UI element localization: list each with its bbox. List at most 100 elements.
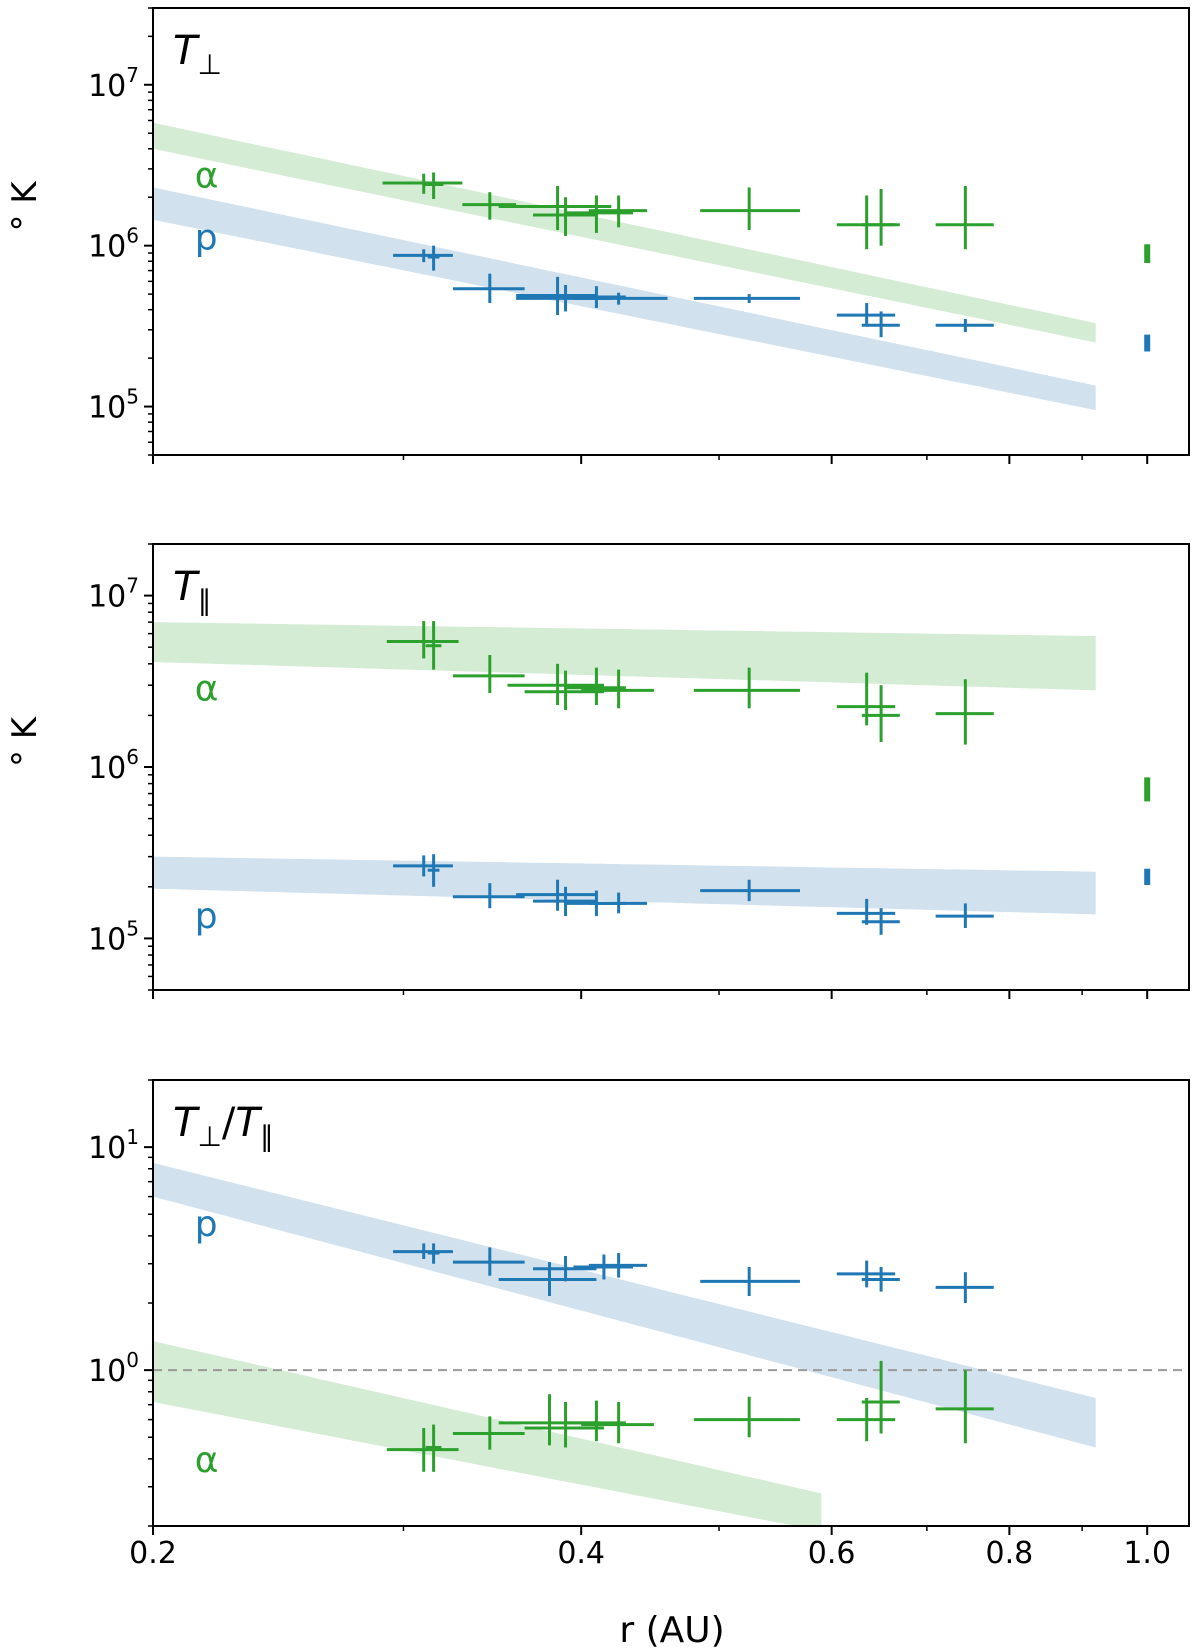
x-tick-label: 0.2 <box>129 1536 177 1571</box>
tick-exponent: 7 <box>126 574 139 598</box>
data-point <box>452 1247 525 1276</box>
data-point <box>935 319 994 333</box>
data-point <box>935 185 994 250</box>
title-base-2: T <box>235 1100 263 1146</box>
series-p <box>393 1243 994 1303</box>
alpha-band <box>153 122 1096 343</box>
tick-base: 10 <box>88 751 126 786</box>
title-base: T <box>173 28 201 74</box>
data-point <box>423 172 444 200</box>
tick-exponent: 6 <box>126 745 139 769</box>
data-point <box>861 908 900 935</box>
species-label-alpha: α <box>195 668 219 709</box>
series-alpha <box>386 621 1151 802</box>
data-point <box>693 667 800 709</box>
title-subscript: ⊥ <box>197 48 221 81</box>
data-point <box>565 195 633 233</box>
species-label-p: p <box>195 1204 218 1245</box>
p-band <box>153 1162 1096 1448</box>
data-point <box>693 1396 800 1438</box>
plot-area <box>153 1162 1189 1526</box>
x-tick-label: 0.4 <box>557 1536 605 1571</box>
y-tick-label: 106 <box>88 745 139 786</box>
tick-exponent: 7 <box>126 63 139 87</box>
species-label-alpha: α <box>195 1440 219 1481</box>
data-point <box>700 1267 800 1296</box>
data-point <box>836 303 896 326</box>
tick-base: 10 <box>88 230 126 265</box>
y-axis-label: ° K <box>5 715 45 767</box>
data-point <box>452 1416 525 1450</box>
data-point <box>861 685 900 742</box>
data-point <box>861 1267 900 1292</box>
data-point <box>935 1272 994 1303</box>
data-point <box>861 189 900 246</box>
data-point <box>452 273 525 304</box>
series-p <box>393 854 1151 935</box>
x-tick-label: 0.6 <box>808 1536 856 1571</box>
tick-base: 10 <box>88 922 126 957</box>
y-tick-label: 105 <box>88 916 139 957</box>
panel-title: T⊥/T∥ <box>173 1100 274 1153</box>
axes-frame <box>152 543 1190 991</box>
data-point <box>452 655 525 694</box>
data-point <box>581 1401 654 1444</box>
data-point <box>573 292 668 305</box>
tick-exponent: 6 <box>126 224 139 248</box>
data-point <box>498 185 612 231</box>
x-axis-label: r (AU) <box>619 1610 724 1651</box>
x-tick-label: 1.0 <box>1123 1536 1171 1571</box>
data-point <box>581 669 654 709</box>
species-label-alpha: α <box>195 155 219 196</box>
y-tick-label: 100 <box>88 1348 139 1389</box>
data-point <box>524 1401 604 1448</box>
data-point <box>700 187 800 231</box>
title-base: T <box>173 1100 201 1146</box>
data-point <box>533 886 597 917</box>
data-point <box>565 667 626 705</box>
y-tick-label: 107 <box>88 574 139 615</box>
data-point <box>533 1255 597 1282</box>
data-point <box>935 679 994 745</box>
data-point <box>588 892 648 914</box>
species-label-p: p <box>195 217 218 258</box>
plot-area <box>153 122 1151 411</box>
data-point <box>425 621 442 670</box>
y-axis-label: ° K <box>5 180 45 232</box>
tick-base: 10 <box>88 580 126 615</box>
tick-base: 10 <box>88 391 126 426</box>
data-point <box>516 879 597 911</box>
data-point <box>588 195 648 228</box>
y-tick-label: 105 <box>88 385 139 426</box>
data-point <box>427 854 440 887</box>
panel-title: T⊥ <box>173 28 222 81</box>
plot-area <box>153 621 1151 935</box>
title-subscript-2: ∥ <box>260 1120 274 1153</box>
panel-title: T∥ <box>173 564 211 617</box>
data-point <box>427 245 440 271</box>
y-tick-label: 107 <box>88 63 139 104</box>
data-point <box>693 294 800 304</box>
data-point <box>393 1243 453 1260</box>
y-tick-label: 106 <box>88 224 139 265</box>
data-point <box>386 621 459 659</box>
data-point <box>861 1360 900 1434</box>
data-point <box>836 1397 896 1442</box>
alpha-band <box>153 622 1096 691</box>
tick-base: 10 <box>88 1354 126 1389</box>
tick-exponent: 5 <box>126 385 139 409</box>
tick-base: 10 <box>88 69 126 104</box>
tick-base: 10 <box>88 1131 126 1166</box>
species-label-p: p <box>195 896 218 937</box>
x-tick-label: 0.8 <box>986 1536 1034 1571</box>
data-point <box>507 663 604 705</box>
data-point <box>935 903 994 928</box>
data-point <box>836 195 896 250</box>
data-point <box>386 1428 459 1472</box>
tick-exponent: 1 <box>126 1125 139 1149</box>
tick-exponent: 5 <box>126 916 139 940</box>
data-point <box>427 1243 440 1264</box>
title-slash: / <box>222 1100 236 1146</box>
